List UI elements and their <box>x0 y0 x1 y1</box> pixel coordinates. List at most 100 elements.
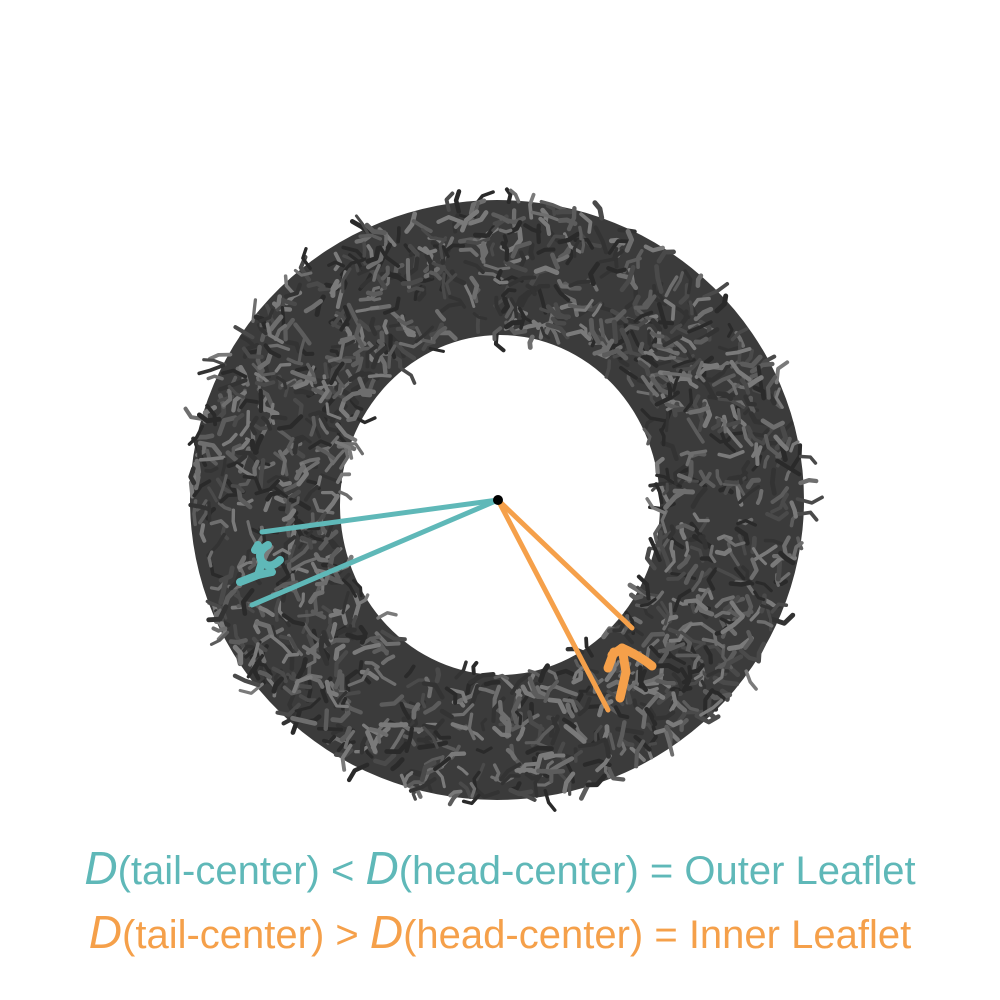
lipid-strand <box>762 598 777 608</box>
lipid-strand <box>269 402 276 425</box>
lipid-strand <box>301 247 312 271</box>
lipid-strand <box>638 341 647 357</box>
lipid-strand <box>498 228 513 234</box>
lipid-strand <box>419 760 437 782</box>
lipid-strand <box>366 295 382 302</box>
lipid-strand <box>739 648 760 663</box>
lipid-strand <box>329 349 342 359</box>
lipid-strand <box>217 378 248 392</box>
lipid-strand <box>379 694 405 707</box>
lipid-strand <box>740 354 763 369</box>
lipid-strand <box>378 355 388 375</box>
lipid-strand <box>387 344 397 369</box>
lipid-strand <box>734 526 750 546</box>
lipid-strand <box>606 266 627 274</box>
lipid-strand <box>699 567 712 579</box>
lipid-strand <box>508 275 537 287</box>
lipid-strand <box>321 605 333 625</box>
lipid-strand <box>489 242 495 257</box>
lipid-strand <box>436 330 458 341</box>
lipid-strand <box>543 753 566 761</box>
lipid-strand <box>390 757 405 772</box>
lipid-strand <box>705 644 725 657</box>
lipid-strand <box>352 592 361 621</box>
lipid-strand <box>238 682 264 695</box>
lipid-strand <box>666 382 673 399</box>
lipid-strand <box>208 352 233 361</box>
lipid-strand <box>290 715 318 726</box>
lipid-strand <box>770 602 789 614</box>
lipid-strand <box>261 415 273 431</box>
lipid-strand <box>358 233 383 241</box>
lipid-strand <box>778 572 791 583</box>
lipid-strand <box>293 389 314 397</box>
lipid-strand <box>714 547 732 557</box>
lipid-strand <box>436 215 464 225</box>
lipid-strand <box>228 638 248 645</box>
lipid-strand <box>221 386 233 407</box>
lipid-strand <box>641 631 666 648</box>
lipid-strand <box>196 412 222 424</box>
lipid-strand <box>365 344 378 369</box>
lipid-strand <box>198 455 226 462</box>
lipid-strand <box>745 477 761 490</box>
lipid-strand <box>774 360 790 385</box>
lipid-strand <box>475 315 481 334</box>
lipid-strand <box>468 198 487 216</box>
lipid-strand <box>493 329 506 353</box>
lipid-strand <box>251 298 258 323</box>
lipid-strand <box>265 322 284 345</box>
lipid-strand <box>301 644 321 660</box>
lipid-strand <box>469 275 480 300</box>
lipid-strand <box>725 347 752 356</box>
lipid-strand <box>354 323 365 349</box>
lipid-strand <box>602 348 629 361</box>
lipid-strand <box>774 387 784 409</box>
lipid-strand <box>685 449 708 467</box>
lipid-strand <box>513 322 542 334</box>
lipid-strand <box>753 590 766 602</box>
lipid-strand <box>726 377 739 396</box>
lipid-strand <box>265 490 281 502</box>
lipid-strand <box>394 340 417 361</box>
lipid-strand <box>669 540 675 559</box>
lipid-strand <box>744 348 754 364</box>
lipid-strand <box>624 228 635 253</box>
lipid-strand <box>218 565 235 583</box>
lipid-strand <box>755 489 764 505</box>
lipid-strand <box>475 762 486 782</box>
lipid-strand <box>577 696 592 717</box>
lipid-strand <box>282 298 298 307</box>
lipid-strand <box>341 578 358 598</box>
lipid-strand <box>449 269 467 286</box>
lipid-strand <box>633 310 654 323</box>
lipid-strand <box>293 268 313 277</box>
lipid-strand <box>374 666 397 686</box>
lipid-strand <box>221 432 238 447</box>
lipid-strand <box>577 737 607 749</box>
lipid-strand <box>271 666 288 684</box>
lipid-strand <box>634 739 646 769</box>
lipid-strand <box>497 699 509 720</box>
lipid-strand <box>568 279 591 288</box>
lipid-strand <box>573 722 588 741</box>
lipid-strand <box>562 771 576 794</box>
lipid-strand <box>271 676 284 694</box>
lipid-strand <box>209 630 230 646</box>
lipid-strand <box>326 622 333 640</box>
lipid-strand <box>378 722 409 728</box>
lipid-strand <box>746 427 765 446</box>
lipid-strand <box>572 666 584 681</box>
lipid-strand <box>357 593 370 605</box>
lipid-strand <box>619 264 636 293</box>
lipid-strand <box>716 567 744 584</box>
lipid-strand <box>308 589 325 605</box>
lipid-strand <box>248 642 260 667</box>
lipid-strand <box>281 652 300 664</box>
lipid-strand <box>183 406 206 422</box>
lipid-strand <box>729 359 752 382</box>
lipid-strand <box>294 697 321 713</box>
lipid-strand <box>594 724 603 742</box>
lipid-strand <box>334 650 349 678</box>
lipid-strand <box>538 663 550 684</box>
